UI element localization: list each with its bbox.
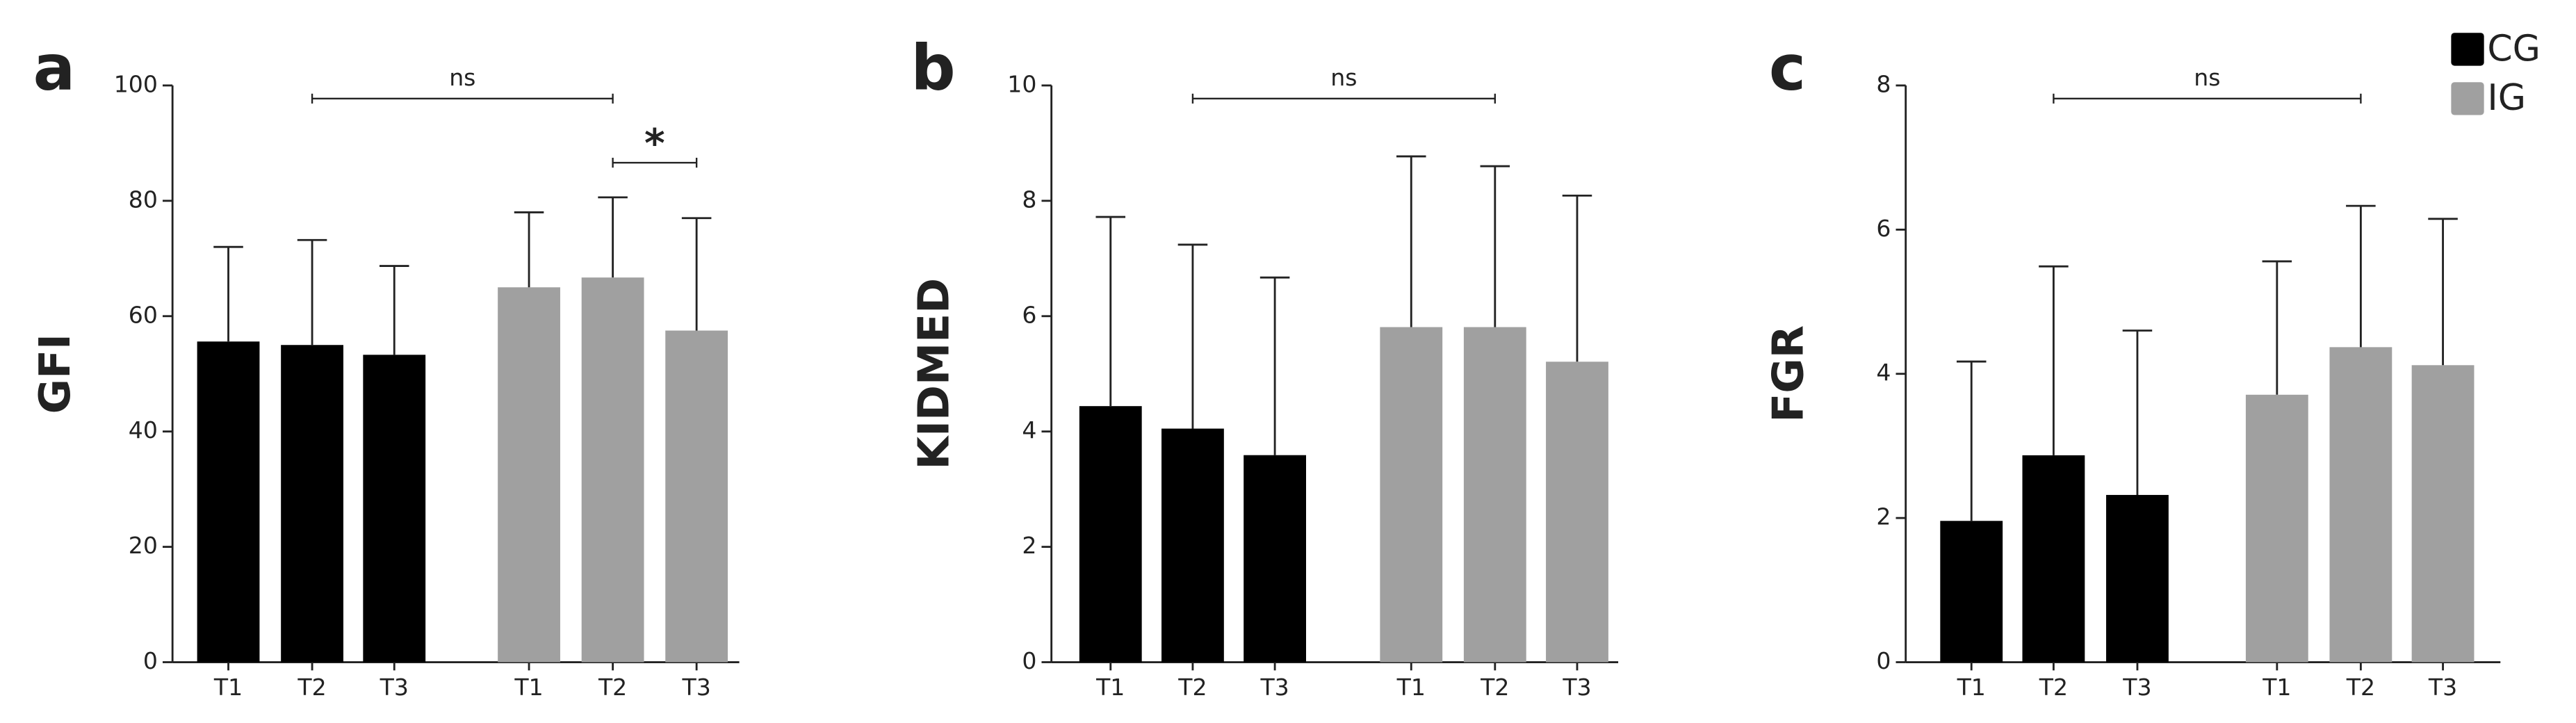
error-bar bbox=[1480, 165, 1510, 327]
bar bbox=[2329, 347, 2392, 663]
error-bar bbox=[213, 245, 243, 342]
panel-label: a bbox=[33, 32, 76, 104]
bar bbox=[197, 341, 260, 663]
bar bbox=[1940, 521, 2003, 663]
y-tick-label: 4 bbox=[1022, 416, 1036, 444]
y-tick-label: 100 bbox=[114, 70, 158, 97]
y-tick-label: 2 bbox=[1876, 503, 1891, 530]
error-bar bbox=[297, 238, 327, 346]
bar bbox=[2411, 365, 2475, 663]
x-tick-label: T1 bbox=[514, 674, 543, 701]
y-axis-label: KIDMED bbox=[909, 278, 959, 470]
legend-label: IG bbox=[2487, 77, 2526, 119]
significance-label: * bbox=[644, 121, 665, 167]
error-bar bbox=[2262, 260, 2292, 395]
bar bbox=[1244, 455, 1306, 663]
bar bbox=[498, 287, 560, 663]
x-tick-label: T1 bbox=[2262, 674, 2291, 701]
y-tick-label: 4 bbox=[1876, 359, 1891, 386]
x-tick-label: T3 bbox=[380, 674, 409, 701]
bar bbox=[1463, 327, 1526, 663]
bar bbox=[2022, 455, 2085, 663]
y-tick-label: 10 bbox=[1007, 70, 1036, 97]
error-bar bbox=[1562, 194, 1592, 362]
error-bar bbox=[1177, 243, 1208, 429]
y-tick-label: 80 bbox=[129, 186, 158, 213]
x-tick-label: T2 bbox=[297, 674, 326, 701]
x-tick-label: T2 bbox=[2039, 674, 2068, 701]
y-tick-label: 6 bbox=[1022, 301, 1036, 328]
legend-swatch bbox=[2451, 33, 2484, 66]
x-tick-label: T1 bbox=[1957, 674, 1986, 701]
x-tick-label: T3 bbox=[2122, 674, 2151, 701]
y-tick-label: 40 bbox=[129, 416, 158, 444]
error-bar bbox=[2428, 218, 2458, 366]
error-bar bbox=[514, 211, 544, 288]
bar bbox=[1161, 428, 1224, 663]
x-tick-label: T1 bbox=[1396, 674, 1426, 701]
x-tick-label: T1 bbox=[1095, 674, 1125, 701]
error-bar bbox=[1260, 276, 1290, 455]
error-bar bbox=[2039, 265, 2069, 455]
legend-label: CG bbox=[2487, 28, 2541, 70]
legend-swatch bbox=[2451, 82, 2484, 115]
significance-label: ns bbox=[2194, 64, 2220, 91]
error-bar bbox=[1095, 216, 1126, 407]
y-tick-label: 60 bbox=[129, 301, 158, 328]
x-tick-label: T1 bbox=[213, 674, 243, 701]
x-tick-label: T2 bbox=[2346, 674, 2375, 701]
bar bbox=[1380, 327, 1443, 663]
bar bbox=[665, 330, 728, 663]
error-bar bbox=[379, 265, 409, 355]
y-tick-label: 0 bbox=[143, 647, 158, 674]
bar bbox=[1546, 362, 1608, 663]
bar bbox=[2245, 394, 2308, 663]
error-bar bbox=[2122, 330, 2153, 495]
significance-label: ns bbox=[1330, 64, 1357, 91]
y-tick-label: 8 bbox=[1022, 186, 1036, 213]
bar bbox=[363, 355, 426, 663]
bar bbox=[1079, 406, 1142, 663]
significance-label: ns bbox=[449, 64, 475, 91]
error-bar bbox=[1396, 155, 1426, 327]
error-bar bbox=[681, 217, 712, 331]
panel-label: b bbox=[911, 32, 955, 104]
x-tick-label: T2 bbox=[1177, 674, 1207, 701]
x-tick-label: T2 bbox=[598, 674, 627, 701]
x-tick-label: T3 bbox=[1260, 674, 1289, 701]
y-tick-label: 0 bbox=[1022, 647, 1036, 674]
error-bar bbox=[1956, 360, 1987, 521]
error-bar bbox=[598, 196, 628, 278]
bar bbox=[2106, 494, 2169, 663]
y-tick-label: 6 bbox=[1876, 215, 1891, 242]
error-bar bbox=[2346, 204, 2376, 348]
x-tick-label: T2 bbox=[1480, 674, 1509, 701]
bar bbox=[281, 345, 343, 663]
y-axis-label: GFI bbox=[31, 334, 80, 414]
x-tick-label: T3 bbox=[681, 674, 710, 701]
y-tick-label: 8 bbox=[1876, 70, 1891, 97]
y-tick-label: 0 bbox=[1876, 647, 1891, 674]
y-tick-label: 20 bbox=[129, 532, 158, 559]
x-tick-label: T3 bbox=[2428, 674, 2457, 701]
x-tick-label: T3 bbox=[1562, 674, 1591, 701]
y-tick-label: 2 bbox=[1022, 532, 1036, 559]
y-axis-label: FGR bbox=[1763, 325, 1813, 423]
bar bbox=[581, 277, 644, 663]
panel-label: c bbox=[1769, 32, 1806, 104]
